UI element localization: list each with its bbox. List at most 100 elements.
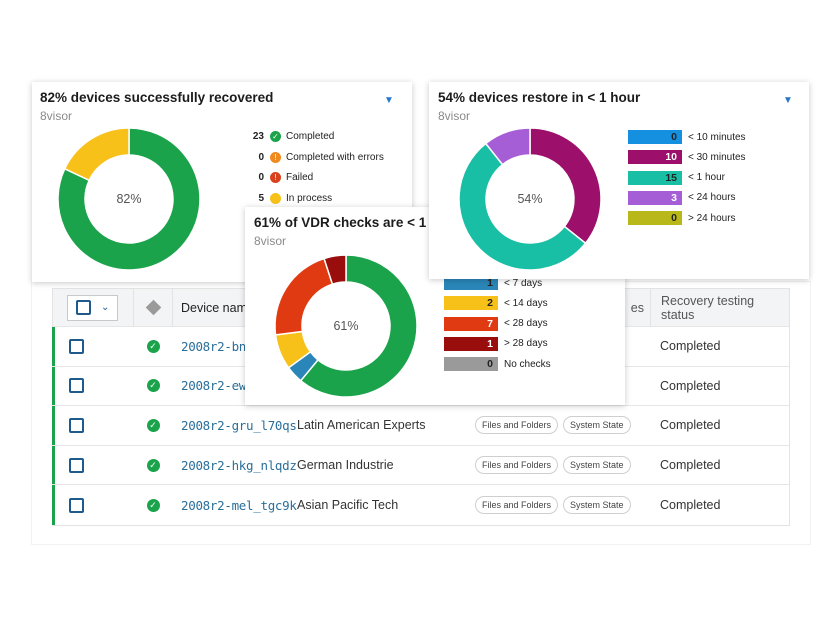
legend-bar: 2 — [444, 296, 498, 311]
row-status-cell: ✓ — [133, 379, 173, 393]
row-checkbox[interactable] — [69, 338, 84, 354]
card-vdr-title: 61% of VDR checks are < 1 day — [254, 215, 454, 230]
recovery-status-cell: Completed — [660, 458, 721, 473]
row-checkbox[interactable] — [69, 457, 84, 473]
restore-center-label: 54% — [517, 192, 542, 206]
recovered-slice[interactable] — [63, 127, 130, 182]
card_vdr-legend-item[interactable]: 1 < 7 days — [444, 276, 542, 290]
row-select-cell — [53, 457, 133, 473]
row-select-cell — [53, 417, 133, 433]
header-resources[interactable]: es — [630, 300, 644, 315]
chevron-down-icon[interactable]: ⌄ — [101, 302, 110, 313]
recovered-center-label: 82% — [116, 192, 141, 206]
legend-label: No checks — [504, 358, 551, 370]
legend-label: > 28 days — [504, 338, 548, 350]
check-circle-icon: ✓ — [146, 498, 160, 512]
row-status-cell: ✓ — [133, 458, 173, 472]
legend-label: < 1 hour — [688, 172, 725, 184]
card_vdr-legend-item[interactable]: 0 No checks — [444, 357, 551, 372]
legend-label: Failed — [286, 172, 314, 183]
row-checkbox[interactable] — [69, 378, 84, 394]
legend-label: > 24 hours — [688, 212, 736, 224]
resource-pill: System State — [563, 416, 631, 435]
table-row[interactable]: ✓ 2008r2-gru_l70qs Latin American Expert… — [52, 406, 789, 446]
legend-label: < 14 days — [504, 297, 548, 309]
legend-status-icon: ! — [270, 151, 281, 163]
recovered-legend-item[interactable]: 23 ✓ Completed — [252, 131, 334, 142]
card_restore-legend-item[interactable]: 0 > 24 hours — [628, 211, 736, 226]
check-circle-icon: ✓ — [146, 379, 160, 393]
legend-label: < 24 hours — [688, 192, 736, 204]
card-restore-title: 54% devices restore in < 1 hour — [438, 90, 641, 105]
legend-label: Completed with errors — [286, 151, 384, 163]
vdr-slice[interactable] — [274, 257, 334, 336]
row-status-cell: ✓ — [133, 339, 173, 353]
row-checkbox[interactable] — [69, 417, 84, 433]
restore-slice[interactable] — [529, 127, 602, 245]
restore-slice[interactable] — [458, 142, 587, 271]
vdr-slice[interactable] — [299, 254, 418, 398]
row-checkbox[interactable] — [69, 497, 84, 513]
table-row[interactable]: ✓ 2008r2-hkg_nlqdz German Industrie File… — [52, 445, 789, 486]
row-status-cell: ✓ — [133, 498, 173, 512]
vdr-slice[interactable] — [323, 254, 347, 286]
legend-count: 23 — [252, 131, 264, 142]
resource-pill: Files and Folders — [475, 416, 559, 435]
device-name-link[interactable]: 2008r2-gru_l70qs — [181, 417, 297, 433]
vdr-donut-chart: 61% — [274, 254, 418, 398]
legend-bar: 10 — [628, 150, 682, 165]
table-row[interactable]: ✓ 2008r2-mel_tgc9k Asian Pacific Tech Fi… — [52, 485, 789, 525]
card-recovered-title: 82% devices successfully recovered — [40, 90, 274, 105]
card-vdr-subtitle: 8visor — [254, 234, 287, 248]
card_restore-legend-item[interactable]: 10 < 30 minutes — [628, 150, 746, 165]
device-name-link[interactable]: 2008r2-ewr_ — [181, 378, 261, 394]
row-select-cell — [53, 378, 133, 394]
recovered-slice[interactable] — [57, 127, 201, 271]
legend-bar: 1 — [444, 336, 498, 351]
row-status-cell: ✓ — [133, 418, 173, 432]
restore-slice[interactable] — [484, 127, 531, 166]
card-recovered-menu-icon[interactable]: ▼ — [384, 95, 394, 106]
header-select-cell: ⌄ — [53, 294, 133, 321]
recovered-legend-item[interactable]: 0 ! Completed with errors — [252, 151, 384, 163]
device-name-link[interactable]: 2008r2-hkg_nlqdz — [181, 457, 297, 473]
header-recovery-status[interactable]: Recovery testing status — [650, 289, 789, 326]
legend-label: Completed — [286, 131, 335, 142]
select-all-dropdown[interactable]: ⌄ — [67, 294, 119, 321]
header-status-cell[interactable] — [133, 289, 173, 326]
legend-bar: 0 — [444, 357, 498, 372]
organization-cell: Asian Pacific Tech — [297, 498, 399, 513]
organization-cell: German Industrie — [297, 458, 394, 473]
card-recovered-subtitle: 8visor — [40, 109, 73, 123]
resources-cell: Files and Folders System State — [475, 416, 650, 435]
legend-count: 0 — [258, 151, 264, 163]
card_vdr-legend-item[interactable]: 1 > 28 days — [444, 336, 548, 351]
restore-donut-chart: 54% — [458, 127, 602, 271]
legend-status-icon — [270, 192, 281, 204]
card-restore-subtitle: 8visor — [438, 109, 471, 123]
legend-bar: 0 — [628, 211, 682, 226]
resource-pill: System State — [563, 496, 631, 515]
table-row[interactable]: ✓ 2008r2-ewr_ Completed — [52, 366, 789, 407]
device-name-link[interactable]: 2008r2-mel_tgc9k — [181, 497, 297, 513]
row-select-cell — [53, 338, 133, 354]
device-name-link[interactable]: 2008r2-bne_ — [181, 338, 261, 354]
card_restore-legend-item[interactable]: 15 < 1 hour — [628, 170, 725, 185]
select-all-checkbox[interactable] — [76, 300, 91, 315]
resource-pill: Files and Folders — [475, 496, 559, 515]
recovered-legend-item[interactable]: 0 ! Failed — [252, 172, 313, 183]
card-restore-menu-icon[interactable]: ▼ — [783, 95, 793, 106]
resources-cell: Files and Folders System State — [475, 456, 650, 475]
header-device-name[interactable]: Device name — [181, 300, 254, 315]
card_vdr-legend-item[interactable]: 2 < 14 days — [444, 296, 548, 311]
resource-pill: Files and Folders — [475, 456, 559, 475]
check-circle-icon: ✓ — [146, 339, 160, 353]
recovered-legend-item[interactable]: 5 In process — [252, 192, 332, 204]
legend-status-icon: ! — [270, 172, 281, 183]
card_restore-legend-item[interactable]: 3 < 24 hours — [628, 190, 736, 205]
card_restore-legend-item[interactable]: 0 < 10 minutes — [628, 130, 746, 144]
legend-bar: 1 — [444, 276, 498, 290]
recovery-status-cell: Completed — [660, 498, 721, 513]
legend-bar: 3 — [628, 190, 682, 205]
card_vdr-legend-item[interactable]: 7 < 28 days — [444, 316, 548, 331]
